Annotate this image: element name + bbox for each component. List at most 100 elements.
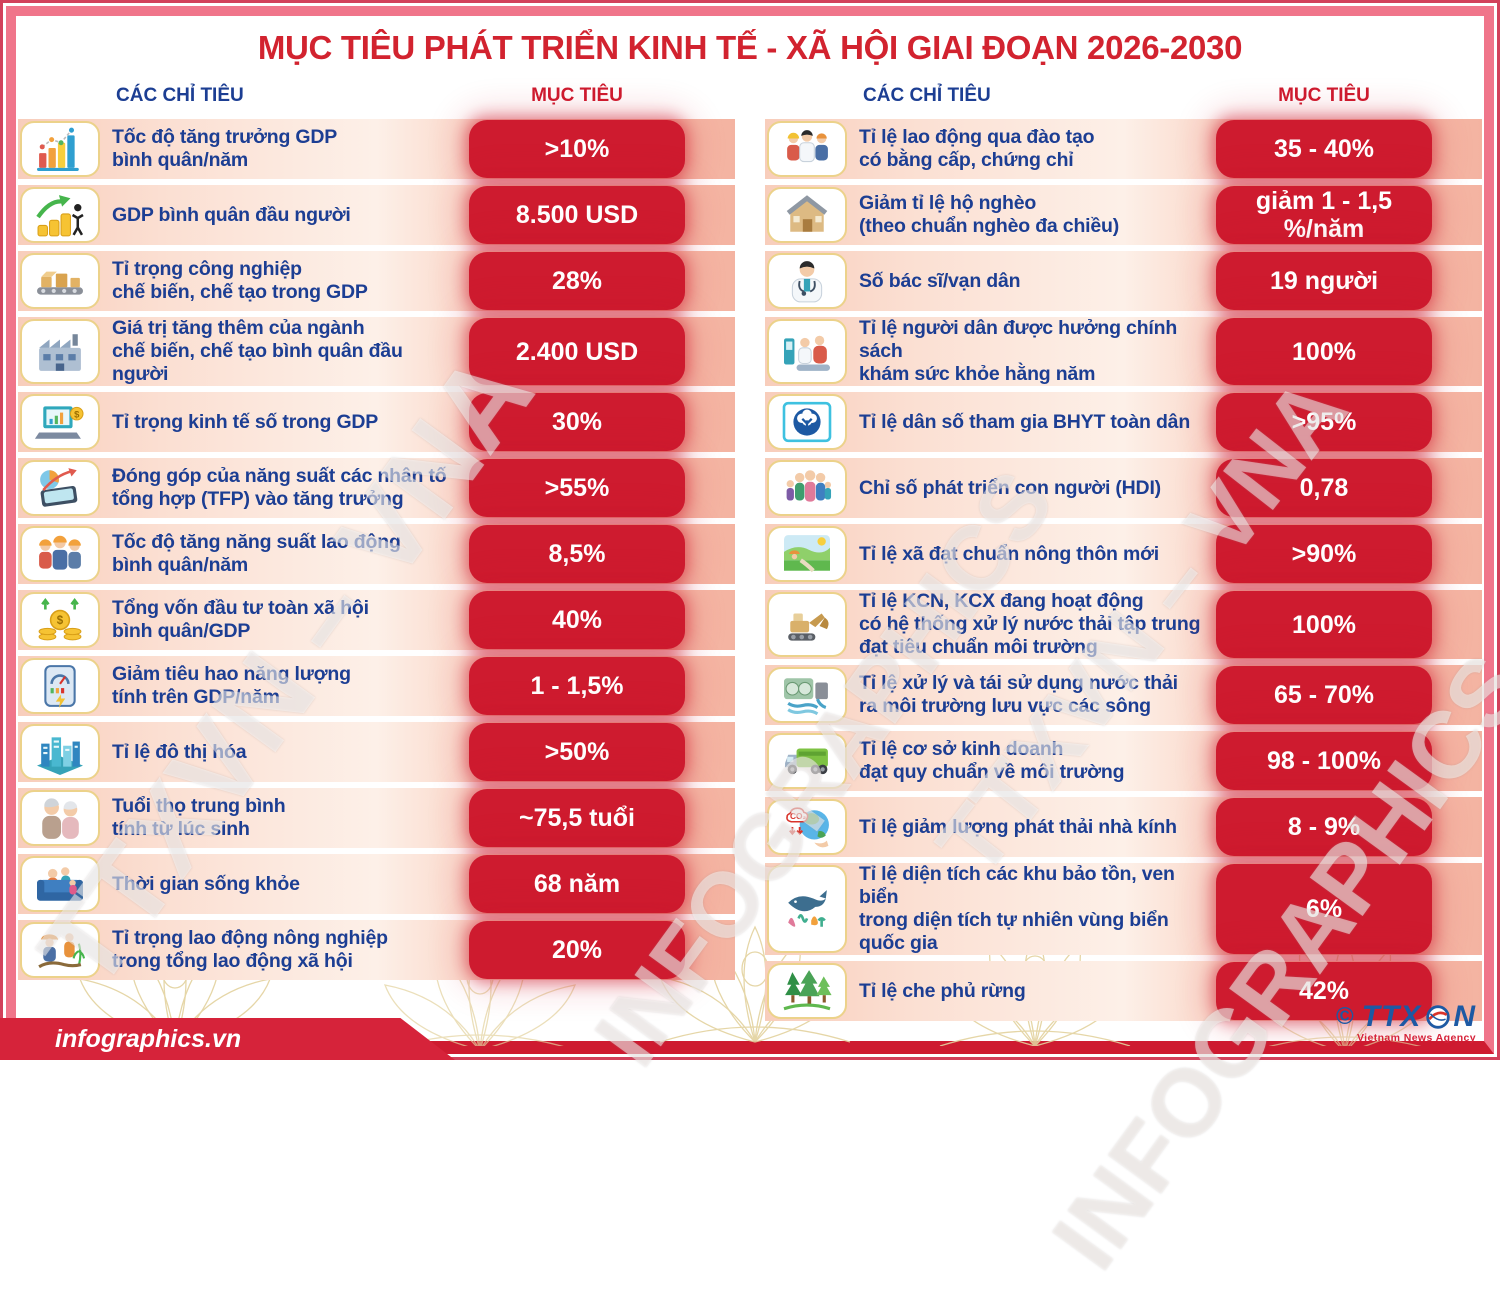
infographic-content: MỤC TIÊU PHÁT TRIỂN KINH TẾ - XÃ HỘI GIA… xyxy=(13,13,1487,1044)
target-pill: 68 năm xyxy=(469,855,685,913)
globe-icon xyxy=(1426,1005,1451,1029)
target-pill: 20% xyxy=(469,921,685,979)
indicator-row: Tỉ lệ xã đạt chuẩn nông thôn mới >90% xyxy=(765,524,1482,584)
indicator-row: Đóng góp của năng suất các nhân tố tổng … xyxy=(18,458,735,518)
ttxvn-logo-top: © TTX N xyxy=(1336,1000,1476,1034)
doctors-per-capita-icon xyxy=(767,253,847,309)
indicator-row: CO₂ Tỉ lệ giảm lượng phát thải nhà kính 8 … xyxy=(765,797,1482,857)
indicator-row: Tỉ lệ diện tích các khu bảo tồn, ven biể… xyxy=(765,863,1482,955)
indicator-row: Tỉ lệ lao động qua đào tạo có bằng cấp, … xyxy=(765,119,1482,179)
indicator-label: Tỉ lệ xử lý và tái sử dụng nước thải ra … xyxy=(859,672,1178,717)
target-pill: >50% xyxy=(469,723,685,781)
target-pill: giảm 1 - 1,5 %/năm xyxy=(1216,186,1432,244)
health-insurance-icon xyxy=(767,394,847,450)
indicator-row: GDP bình quân đầu người 8.500 USD xyxy=(18,185,735,245)
energy-consumption-icon xyxy=(20,658,100,714)
indicator-label: Tỉ lệ xã đạt chuẩn nông thôn mới xyxy=(859,542,1159,565)
indicator-row: Tỉ trọng lao động nông nghiệp trong tổng… xyxy=(18,920,735,980)
indicator-label: Tỉ lệ người dân được hưởng chính sách kh… xyxy=(859,317,1178,385)
indicator-label: GDP bình quân đầu người xyxy=(112,203,351,226)
target-pill: 8.500 USD xyxy=(469,186,685,244)
indicator-row: Tốc độ tăng năng suất lao động bình quân… xyxy=(18,524,735,584)
indicator-label: Giảm tỉ lệ hộ nghèo (theo chuẩn nghèo đa… xyxy=(859,192,1120,237)
indicator-row: Tỉ lệ cơ sở kinh doanh đạt quy chuẩn về … xyxy=(765,731,1482,791)
health-checkup-icon xyxy=(767,319,847,384)
infographics-banner: infographics.vn xyxy=(0,1018,455,1060)
target-pill: 98 - 100% xyxy=(1216,732,1432,790)
life-expectancy-icon xyxy=(20,790,100,846)
table-left-rows: Tốc độ tăng trưởng GDP bình quân/năm >10%… xyxy=(18,119,735,980)
indicator-row: $ Tỉ trọng kinh tế số trong GDP 30% xyxy=(18,392,735,452)
agriculture-labor-icon xyxy=(20,922,100,978)
table-left-header: CÁC CHỈ TIÊU MỤC TIÊU xyxy=(18,83,735,109)
poverty-reduction-icon xyxy=(767,187,847,243)
target-pill: 35 - 40% xyxy=(1216,120,1432,178)
indicator-label: Giá trị tăng thêm của ngành chế biến, ch… xyxy=(112,317,403,385)
indicator-label: Tỉ lệ KCN, KCX đang hoạt động có hệ thốn… xyxy=(859,590,1201,658)
indicator-label: Tỉ trọng lao động nông nghiệp trong tổng… xyxy=(112,927,388,972)
industrial-wastewater-icon xyxy=(767,592,847,657)
hdi-icon xyxy=(767,460,847,516)
new-rural-icon xyxy=(767,526,847,582)
target-pill: 100% xyxy=(1216,318,1432,385)
indicator-label: Đóng góp của năng suất các nhân tố tổng … xyxy=(112,465,447,510)
agency-name-suffix: N xyxy=(1453,1000,1476,1033)
target-pill: 19 người xyxy=(1216,252,1432,310)
indicator-row: Tỉ lệ xử lý và tái sử dụng nước thải ra … xyxy=(765,665,1482,725)
business-environment-icon xyxy=(767,733,847,789)
indicator-label: Chỉ số phát triển con người (HDI) xyxy=(859,476,1161,499)
indicator-row: Giá trị tăng thêm của ngành chế biến, ch… xyxy=(18,317,735,386)
indicator-row: Tỉ lệ đô thị hóa >50% xyxy=(18,722,735,782)
site-label: infographics.vn xyxy=(55,1024,242,1053)
indicator-row: Tỉ lệ người dân được hưởng chính sách kh… xyxy=(765,317,1482,386)
indicator-row: $ Tổng vốn đầu tư toàn xã hội bình quân/G… xyxy=(18,590,735,650)
indicator-label: Tỉ lệ diện tích các khu bảo tồn, ven biể… xyxy=(859,863,1175,954)
indicator-label: Thời gian sống khỏe xyxy=(112,872,300,895)
target-pill: 0,78 xyxy=(1216,459,1432,517)
indicator-row: Số bác sĩ/vạn dân 19 người xyxy=(765,251,1482,311)
table-right-header: CÁC CHỈ TIÊU MỤC TIÊU xyxy=(765,83,1482,109)
target-pill: >10% xyxy=(469,120,685,178)
manufacturing-value-icon xyxy=(20,319,100,384)
indicators-header: CÁC CHỈ TIÊU xyxy=(116,85,244,106)
agency-name-prefix: TTX xyxy=(1361,1000,1422,1033)
target-pill: 65 - 70% xyxy=(1216,666,1432,724)
indicator-row: Tỉ lệ KCN, KCX đang hoạt động có hệ thốn… xyxy=(765,590,1482,659)
svg-text:$: $ xyxy=(74,408,80,419)
target-pill: 1 - 1,5% xyxy=(469,657,685,715)
marine-reserves-icon xyxy=(767,865,847,953)
social-investment-icon: $ xyxy=(20,592,100,648)
indicator-label: Tốc độ tăng năng suất lao động bình quân… xyxy=(112,531,401,576)
table-left: CÁC CHỈ TIÊU MỤC TIÊU Tốc độ tăng trưởng… xyxy=(18,83,735,1021)
trained-workers-icon xyxy=(767,121,847,177)
wastewater-reuse-icon xyxy=(767,667,847,723)
digital-economy-icon: $ xyxy=(20,394,100,450)
target-pill: 8,5% xyxy=(469,525,685,583)
indicators-header: CÁC CHỈ TIÊU xyxy=(863,85,991,106)
target-pill: ~75,5 tuổi xyxy=(469,789,685,847)
target-pill: 100% xyxy=(1216,591,1432,658)
greenhouse-gas-icon: CO₂ xyxy=(767,799,847,855)
target-pill: 40% xyxy=(469,591,685,649)
indicator-label: Tỉ lệ đô thị hóa xyxy=(112,740,247,763)
svg-text:$: $ xyxy=(57,615,64,627)
forest-coverage-icon xyxy=(767,963,847,1019)
indicator-row: Giảm tỉ lệ hộ nghèo (theo chuẩn nghèo đa… xyxy=(765,185,1482,245)
indicator-row: Chỉ số phát triển con người (HDI) 0,78 xyxy=(765,458,1482,518)
indicator-row: Giảm tiêu hao năng lượng tính trên GDP/n… xyxy=(18,656,735,716)
tfp-contribution-icon xyxy=(20,460,100,516)
target-pill: 8 - 9% xyxy=(1216,798,1432,856)
indicator-label: Số bác sĩ/vạn dân xyxy=(859,269,1021,292)
indicator-label: Tỉ lệ cơ sở kinh doanh đạt quy chuẩn về … xyxy=(859,738,1125,783)
urbanization-icon xyxy=(20,724,100,780)
indicator-label: Tỉ lệ lao động qua đào tạo có bằng cấp, … xyxy=(859,126,1095,171)
indicator-label: Tỉ lệ dân số tham gia BHYT toàn dân xyxy=(859,410,1191,433)
labor-productivity-icon xyxy=(20,526,100,582)
gdp-growth-icon xyxy=(20,121,100,177)
target-pill: 28% xyxy=(469,252,685,310)
tables-container: CÁC CHỈ TIÊU MỤC TIÊU Tốc độ tăng trưởng… xyxy=(13,83,1487,1021)
indicator-row: Tuổi thọ trung bình tính từ lúc sinh ~75,… xyxy=(18,788,735,848)
svg-text:CO₂: CO₂ xyxy=(790,811,807,821)
indicator-label: Tổng vốn đầu tư toàn xã hội bình quân/GD… xyxy=(112,597,369,642)
indicator-label: Tốc độ tăng trưởng GDP bình quân/năm xyxy=(112,126,338,171)
